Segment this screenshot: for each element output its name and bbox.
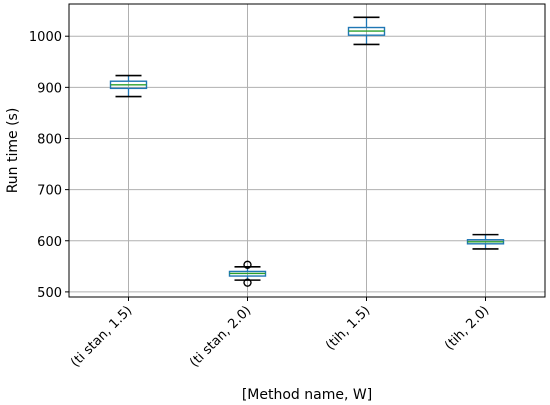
outlier-point bbox=[243, 260, 252, 269]
outlier-point bbox=[243, 278, 252, 287]
x-tick-label: (tih, 2.0) bbox=[442, 303, 492, 353]
y-axis-label: Run time (s) bbox=[5, 108, 21, 194]
plot-frame bbox=[68, 3, 546, 298]
box-group bbox=[109, 74, 148, 98]
box-group bbox=[347, 16, 386, 46]
y-tick-label: 600 bbox=[37, 235, 62, 250]
x-tick-label: (ti stan, 2.0) bbox=[187, 303, 254, 370]
x-axis-label: [Method name, W] bbox=[242, 387, 372, 403]
x-tick-label: (ti stan, 1.5) bbox=[68, 303, 135, 370]
box-group bbox=[466, 233, 505, 250]
y-tick-label: 900 bbox=[37, 81, 62, 96]
box-group bbox=[228, 260, 267, 287]
y-tick-label: 1000 bbox=[29, 30, 62, 45]
x-tick-label: (tih, 1.5) bbox=[323, 303, 373, 353]
box-series bbox=[109, 16, 505, 287]
y-tick-label: 800 bbox=[37, 132, 62, 147]
axis-ticks: 500 600 700 800 900 1000 (ti stan, 1.5) (ti sta… bbox=[29, 30, 492, 370]
y-tick-label: 700 bbox=[37, 184, 62, 199]
grid-lines bbox=[69, 4, 545, 297]
y-tick-label: 500 bbox=[37, 286, 62, 301]
